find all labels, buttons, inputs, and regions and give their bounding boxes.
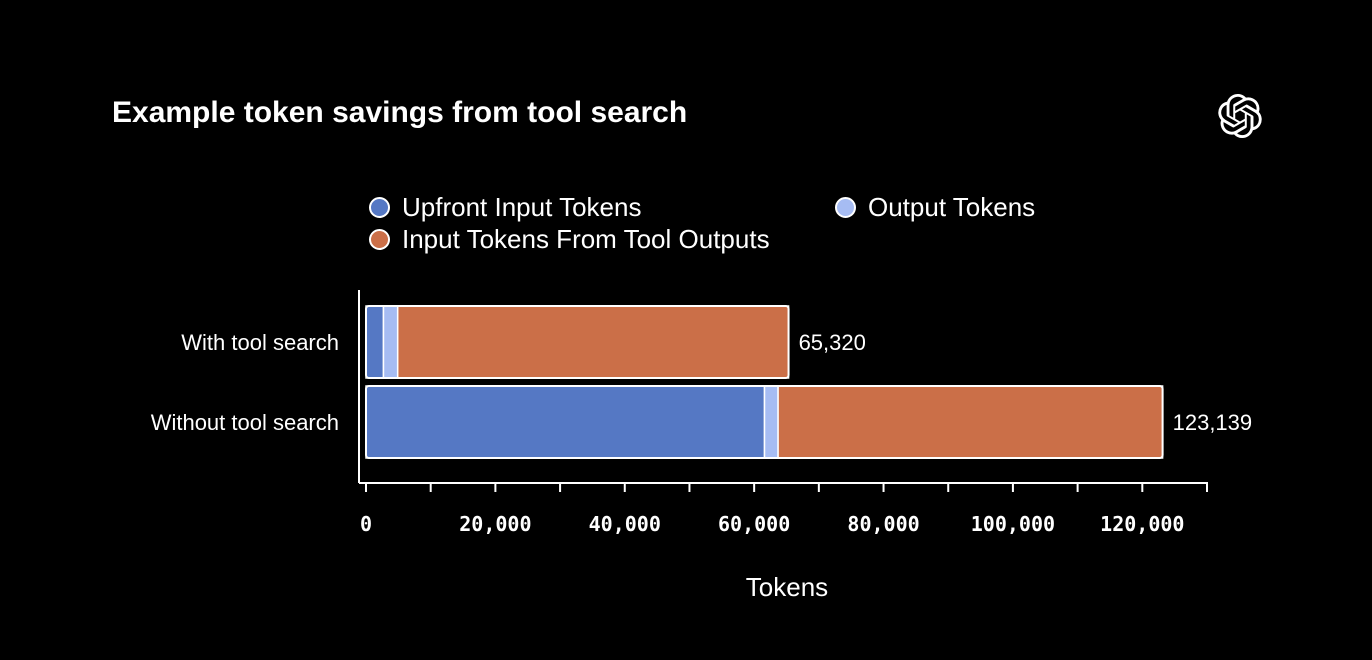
legend-label: Upfront Input Tokens <box>402 192 642 222</box>
bar-segment-output-tokens <box>382 305 399 379</box>
y-category-label: With tool search <box>181 330 339 355</box>
x-tick-label: 80,000 <box>847 512 919 536</box>
x-tick-label: 60,000 <box>718 512 790 536</box>
bar-total-label: 123,139 <box>1173 410 1253 435</box>
legend-swatch-input-tokens-from-tool-outputs <box>369 228 390 250</box>
bar-outline <box>365 305 790 379</box>
bar-segment-upfront-input-tokens <box>365 385 766 459</box>
legend-swatch-upfront-input-tokens <box>369 196 390 218</box>
x-tick-label: 120,000 <box>1100 512 1184 536</box>
legend-label: Output Tokens <box>868 192 1036 222</box>
bar-segment-output-tokens <box>763 385 779 459</box>
x-tick-label: 100,000 <box>971 512 1055 536</box>
legend-label: Input Tokens From Tool Outputs <box>402 224 770 254</box>
x-tick-label: 0 <box>360 512 372 536</box>
legend-item-input-tokens-from-tool-outputs[interactable]: Input Tokens From Tool Outputs <box>369 224 770 254</box>
x-tick-label: 40,000 <box>589 512 661 536</box>
bar-segment-input-tokens-from-tool-outputs <box>777 385 1164 459</box>
chart-title: Example token savings from tool search <box>112 96 688 129</box>
bar-total-label: 65,320 <box>799 330 866 355</box>
legend-item-output-tokens[interactable]: Output Tokens <box>835 192 1035 222</box>
bar-outline <box>365 385 1164 459</box>
y-category-label: Without tool search <box>151 410 339 435</box>
bar-segment-upfront-input-tokens <box>365 305 385 379</box>
legend-item-upfront-input-tokens[interactable]: Upfront Input Tokens <box>369 192 641 222</box>
x-axis-title: Tokens <box>746 572 828 602</box>
openai-logo-icon <box>1218 94 1262 138</box>
bar-segment-input-tokens-from-tool-outputs <box>396 305 790 379</box>
legend-swatch-output-tokens <box>835 196 856 218</box>
x-tick-label: 20,000 <box>459 512 531 536</box>
